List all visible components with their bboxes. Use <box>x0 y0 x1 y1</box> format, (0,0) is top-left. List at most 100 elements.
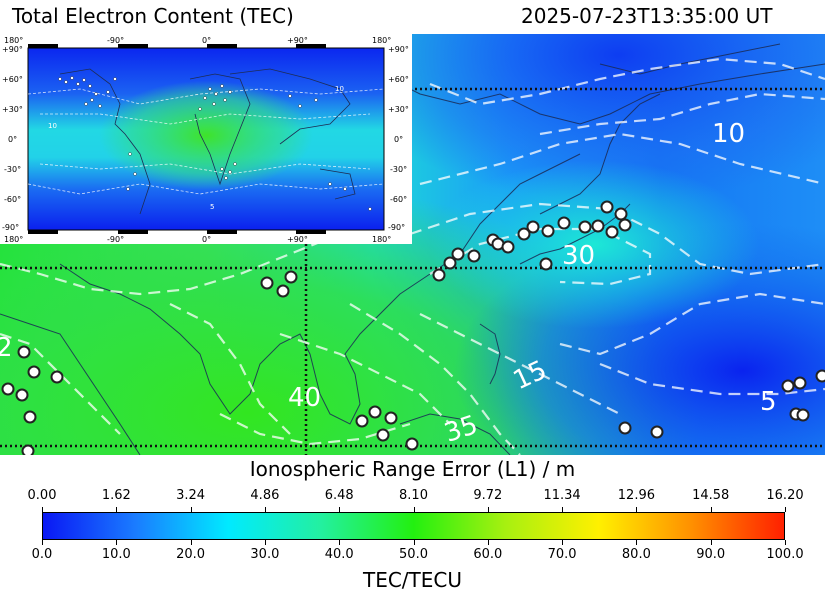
inset-contour-label: 10 <box>48 122 57 130</box>
colorbar-tick-mark <box>42 507 43 512</box>
station-marker <box>501 240 515 254</box>
tec-colorbar <box>42 507 786 545</box>
station-marker <box>467 249 481 263</box>
colorbar-tick-mark <box>785 507 786 512</box>
colorbar-tick-mark <box>785 540 786 545</box>
station-marker <box>443 256 457 270</box>
timestamp: 2025-07-23T13:35:00 UT <box>521 4 773 28</box>
inset-lon-label: 0° <box>202 36 211 45</box>
range-error-tick-label: 11.34 <box>543 488 581 503</box>
colorbar-tick-mark <box>116 507 118 512</box>
inset-lat-label: -90° <box>388 223 405 232</box>
tec-tick-label: 30.0 <box>250 547 280 562</box>
range-error-tick-label: 0.00 <box>27 488 57 503</box>
colorbar-tick-mark <box>413 507 415 512</box>
coastlines <box>0 43 825 455</box>
contour-label: 30 <box>562 241 595 271</box>
station-marker <box>605 225 619 239</box>
colorbar-tick-mark <box>264 540 266 545</box>
inset-lon-label: +90° <box>287 36 308 45</box>
tec-tick-label: 60.0 <box>473 547 503 562</box>
inset-lat-label: -60° <box>390 195 407 204</box>
inset-lon-label: -90° <box>107 235 124 244</box>
global-inset-map: 180° -90° 0° +90° 180° 180° -90° 0° +90°… <box>0 34 412 244</box>
colorbar-tick-mark <box>487 540 489 545</box>
station-marker <box>15 388 29 402</box>
tec-tick-label: 0.0 <box>31 547 53 562</box>
inset-lon-label: 180° <box>4 36 23 45</box>
inset-lat-label: +30° <box>2 105 23 114</box>
inset-lat-label: 0° <box>8 135 17 144</box>
station-marker <box>815 369 825 383</box>
inset-lat-label: -30° <box>4 165 21 174</box>
station-marker <box>27 365 41 379</box>
inset-lat-label: +60° <box>2 75 23 84</box>
range-error-title: Ionospheric Range Error (L1) / m <box>249 457 576 481</box>
inset-lon-label: 0° <box>202 235 211 244</box>
station-marker <box>557 216 571 230</box>
range-error-tick-label: 16.20 <box>766 488 804 503</box>
inset-lon-label: 180° <box>372 235 391 244</box>
colorbar-tick-mark <box>339 540 341 545</box>
inset-contour-label: 10 <box>335 85 344 93</box>
station-marker <box>1 382 15 396</box>
tec-tick-label: 90.0 <box>696 547 726 562</box>
colorbar-tick-mark <box>562 507 564 512</box>
station-marker <box>541 224 555 238</box>
station-marker <box>376 428 390 442</box>
station-marker <box>614 207 628 221</box>
tec-tick-label: 10.0 <box>101 547 131 562</box>
colorbar-tick-mark <box>413 540 415 545</box>
main-tec-map: 10 30 15 40 35 5 2 <box>0 34 825 455</box>
tec-tick-label: 40.0 <box>324 547 354 562</box>
contour-label: 2 <box>0 333 13 363</box>
range-error-tick-label: 8.10 <box>399 488 428 503</box>
station-marker <box>650 425 664 439</box>
station-marker <box>578 220 592 234</box>
colorbar-tick-mark <box>42 540 43 545</box>
colorbar-tick-mark <box>190 540 192 545</box>
tec-unit-label: TEC/TECU <box>362 568 462 592</box>
grid-lines <box>0 87 825 455</box>
station-marker <box>796 408 810 422</box>
inset-contour-label: 5 <box>210 203 214 211</box>
colorbar-tick-mark <box>264 507 266 512</box>
map-title: Total Electron Content (TEC) <box>12 4 294 28</box>
station-marker <box>451 247 465 261</box>
colorbar-tick-mark <box>116 540 118 545</box>
station-marker <box>793 376 807 390</box>
gnss-stations <box>1 200 825 455</box>
inset-lon-label: -90° <box>107 36 124 45</box>
range-error-tick-label: 1.62 <box>101 488 131 503</box>
range-error-tick-label: 14.58 <box>692 488 730 503</box>
station-marker <box>276 284 290 298</box>
colorbar-tick-mark <box>190 507 192 512</box>
inset-lat-label: -90° <box>2 223 19 232</box>
inset-lat-label: +60° <box>388 75 409 84</box>
station-marker <box>50 370 64 384</box>
tec-tick-label: 50.0 <box>399 547 428 562</box>
station-marker <box>260 276 274 290</box>
contour-label: 5 <box>760 387 777 417</box>
tec-tick-label: 80.0 <box>621 547 651 562</box>
inset-lon-label: 180° <box>4 235 23 244</box>
station-marker <box>432 268 446 282</box>
inset-lat-label: -30° <box>390 165 407 174</box>
tec-tick-label: 100.0 <box>766 547 804 562</box>
inset-lat-label: +30° <box>388 105 409 114</box>
station-marker <box>526 220 540 234</box>
contour-label: 10 <box>712 119 745 149</box>
inset-lat-label: +90° <box>2 45 23 54</box>
inset-coastlines <box>59 68 356 215</box>
station-marker <box>355 414 369 428</box>
tec-tick-label: 70.0 <box>547 547 577 562</box>
station-marker <box>517 227 531 241</box>
inset-contours <box>27 88 385 195</box>
range-error-tick-label: 3.24 <box>176 488 206 503</box>
inset-lon-label: 180° <box>372 36 391 45</box>
inset-lat-label: +90° <box>388 45 409 54</box>
range-error-tick-label: 9.72 <box>473 488 503 503</box>
station-marker <box>618 218 632 232</box>
station-marker <box>618 421 632 435</box>
station-marker <box>781 379 795 393</box>
